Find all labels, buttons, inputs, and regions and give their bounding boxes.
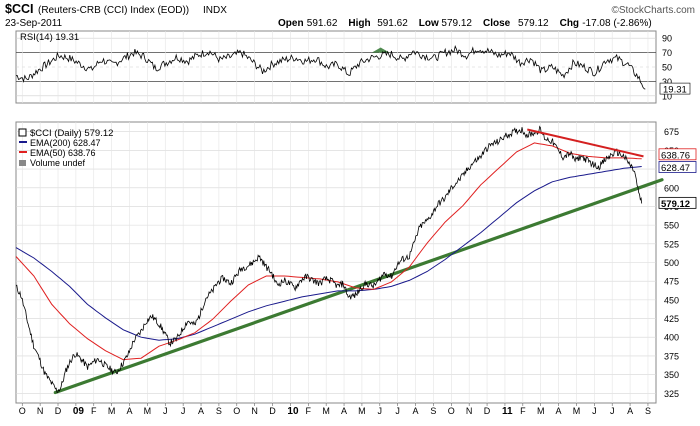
price-tick-450: 450 [664, 295, 679, 305]
price-tick-550: 550 [664, 221, 679, 231]
ema200-tag-box [658, 161, 697, 173]
x-tick-label-3: 09 [73, 406, 85, 417]
x-tick-label-33: J [610, 406, 615, 416]
legend-swatch-ema200 [19, 141, 27, 143]
x-tick-label-15: 10 [287, 406, 299, 417]
ohlc-value-low: 579.12 [441, 18, 472, 29]
rsi-last-tag: 19.31 [663, 85, 687, 96]
close-tag-box [658, 196, 697, 209]
price-tick-500: 500 [664, 258, 679, 268]
rsi-label: RSI(14) 19.31 [20, 32, 79, 43]
ohlc-label-chg: Chg [560, 18, 579, 29]
x-tick-label-32: J [592, 406, 597, 416]
ohlc-label-low: Low [419, 18, 439, 29]
ohlc-label-close: Close [483, 18, 511, 29]
ema50-tag-box [658, 148, 697, 161]
price-tick-400: 400 [664, 333, 679, 343]
ohlc-label-open: Open [278, 18, 304, 29]
x-tick-label-35: S [645, 406, 651, 416]
x-tick-label-10: A [198, 406, 204, 416]
rsi-tick-70: 70 [662, 48, 672, 58]
ohlc-label-high: High [348, 18, 370, 29]
rsi-tick-10: 10 [662, 91, 672, 101]
x-tick-label-16: F [306, 406, 312, 416]
x-tick-label-22: A [413, 406, 419, 416]
x-tick-label-4: F [91, 406, 97, 416]
ohlc-value-open: 591.62 [307, 18, 338, 29]
x-tick-label-27: 11 [502, 406, 513, 417]
ema200-line [15, 166, 642, 341]
resistance-trendline [527, 128, 644, 158]
x-tick-label-28: F [520, 406, 526, 416]
x-tick-label-20: J [378, 406, 383, 416]
x-tick-label-23: S [430, 406, 436, 416]
x-tick-label-7: M [144, 406, 152, 416]
x-tick-label-14: D [269, 406, 276, 416]
legend-ema200: EMA(200) 628.47 [30, 138, 101, 148]
rsi-line [15, 45, 646, 90]
x-tick-label-2: D [55, 406, 62, 416]
chart-title: (Reuters-CRB (CCI) Index (EOD)) [38, 5, 189, 16]
ema200-tag: 628.47 [661, 163, 690, 174]
x-tick-label-11: S [216, 406, 222, 416]
x-tick-label-21: J [395, 406, 400, 416]
x-tick-label-19: M [358, 406, 366, 416]
legend-price: $CCI (Daily) 579.12 [30, 128, 113, 139]
x-tick-label-0: O [19, 406, 26, 416]
legend-swatch-volume [19, 160, 26, 166]
ohlc-value-high: 591.62 [377, 18, 408, 29]
x-tick-label-29: M [537, 406, 545, 416]
x-tick-label-34: A [627, 406, 633, 416]
legend-ema50: EMA(50) 638.76 [30, 148, 96, 158]
x-tick-label-17: M [322, 406, 330, 416]
price-tick-525: 525 [664, 239, 679, 249]
price-tick-675: 675 [664, 127, 679, 137]
x-tick-label-31: M [573, 406, 581, 416]
chart-symbol: $CCI [5, 2, 33, 16]
legend-volume: Volume undef [30, 158, 86, 168]
close-tag: 579.12 [661, 199, 690, 210]
x-tick-label-9: J [181, 406, 186, 416]
x-tick-label-5: M [108, 406, 116, 416]
chart-date: 23-Sep-2011 [5, 18, 63, 29]
x-tick-label-1: N [37, 406, 44, 416]
ohlc-value-close: 579.12 [518, 18, 549, 29]
ohlc-value-chg: -17.08 (-2.86%) [582, 18, 651, 29]
x-tick-label-8: J [163, 406, 168, 416]
rsi-tick-50: 50 [662, 63, 672, 73]
price-tick-350: 350 [664, 370, 679, 380]
price-tick-425: 425 [664, 314, 679, 324]
x-tick-label-25: N [466, 406, 473, 416]
rsi-tick-90: 90 [662, 34, 672, 44]
x-tick-label-30: A [556, 406, 562, 416]
price-tick-475: 475 [664, 277, 679, 287]
rsi-tick-30: 30 [662, 77, 672, 87]
legend-swatch-price [18, 128, 27, 137]
price-tick-375: 375 [664, 351, 679, 361]
legend: $CCI (Daily) 579.12 EMA(200) 628.47 EMA(… [18, 128, 113, 168]
chart-exchange: INDX [203, 5, 227, 16]
ohlc-readout: Open 591.62 High 591.62 Low 579.12 Close 579.12… [278, 18, 652, 29]
x-tick-label-13: N [251, 406, 258, 416]
x-tick-label-18: A [341, 406, 347, 416]
support-trendline [53, 178, 664, 395]
x-tick-label-24: O [448, 406, 455, 416]
legend-swatch-ema50 [19, 151, 27, 153]
x-tick-label-26: D [484, 406, 491, 416]
price-tick-600: 600 [664, 183, 679, 193]
chart-brand[interactable]: ©StockCharts.com [611, 5, 695, 16]
price-tick-325: 325 [664, 389, 679, 399]
x-tick-label-6: A [127, 406, 133, 416]
ema50-tag: 638.76 [661, 150, 690, 161]
rsi-last-tag-box [659, 82, 691, 95]
x-tick-label-12: O [233, 406, 240, 416]
price-line [15, 125, 643, 393]
